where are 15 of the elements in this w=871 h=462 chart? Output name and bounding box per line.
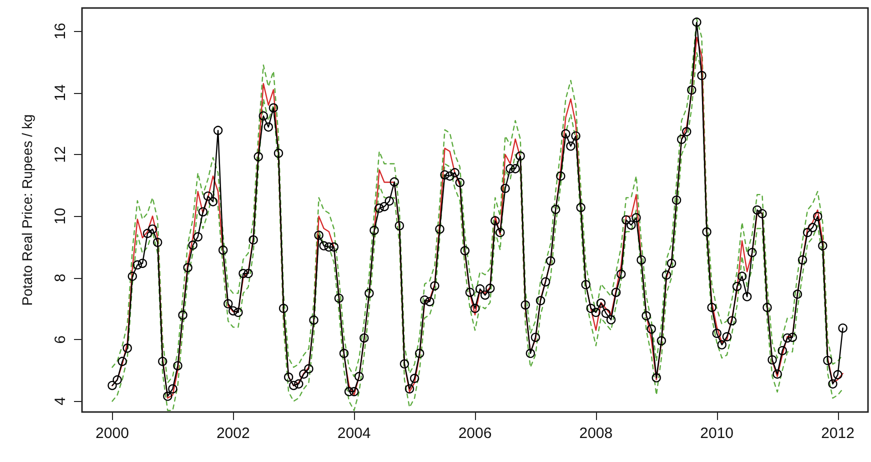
- y-tick-label: 10: [52, 208, 69, 225]
- x-tick-label: 2010: [700, 425, 734, 442]
- y-tick-label: 16: [52, 22, 69, 40]
- x-tick-label: 2000: [96, 425, 129, 442]
- x-tick-label: 2004: [337, 425, 371, 442]
- y-tick-label: 8: [52, 274, 69, 282]
- x-tick-label: 2012: [821, 425, 854, 442]
- y-tick-label: 6: [52, 335, 69, 344]
- y-axis-title: Potato Real Price: Rupees / kg: [19, 114, 35, 306]
- y-tick-label: 4: [52, 397, 69, 406]
- y-tick-label: 12: [52, 146, 69, 163]
- x-tick-label: 2006: [458, 425, 492, 442]
- x-tick-label: 2002: [216, 425, 250, 442]
- x-tick-label: 2008: [579, 425, 613, 442]
- y-tick-label: 14: [52, 84, 69, 102]
